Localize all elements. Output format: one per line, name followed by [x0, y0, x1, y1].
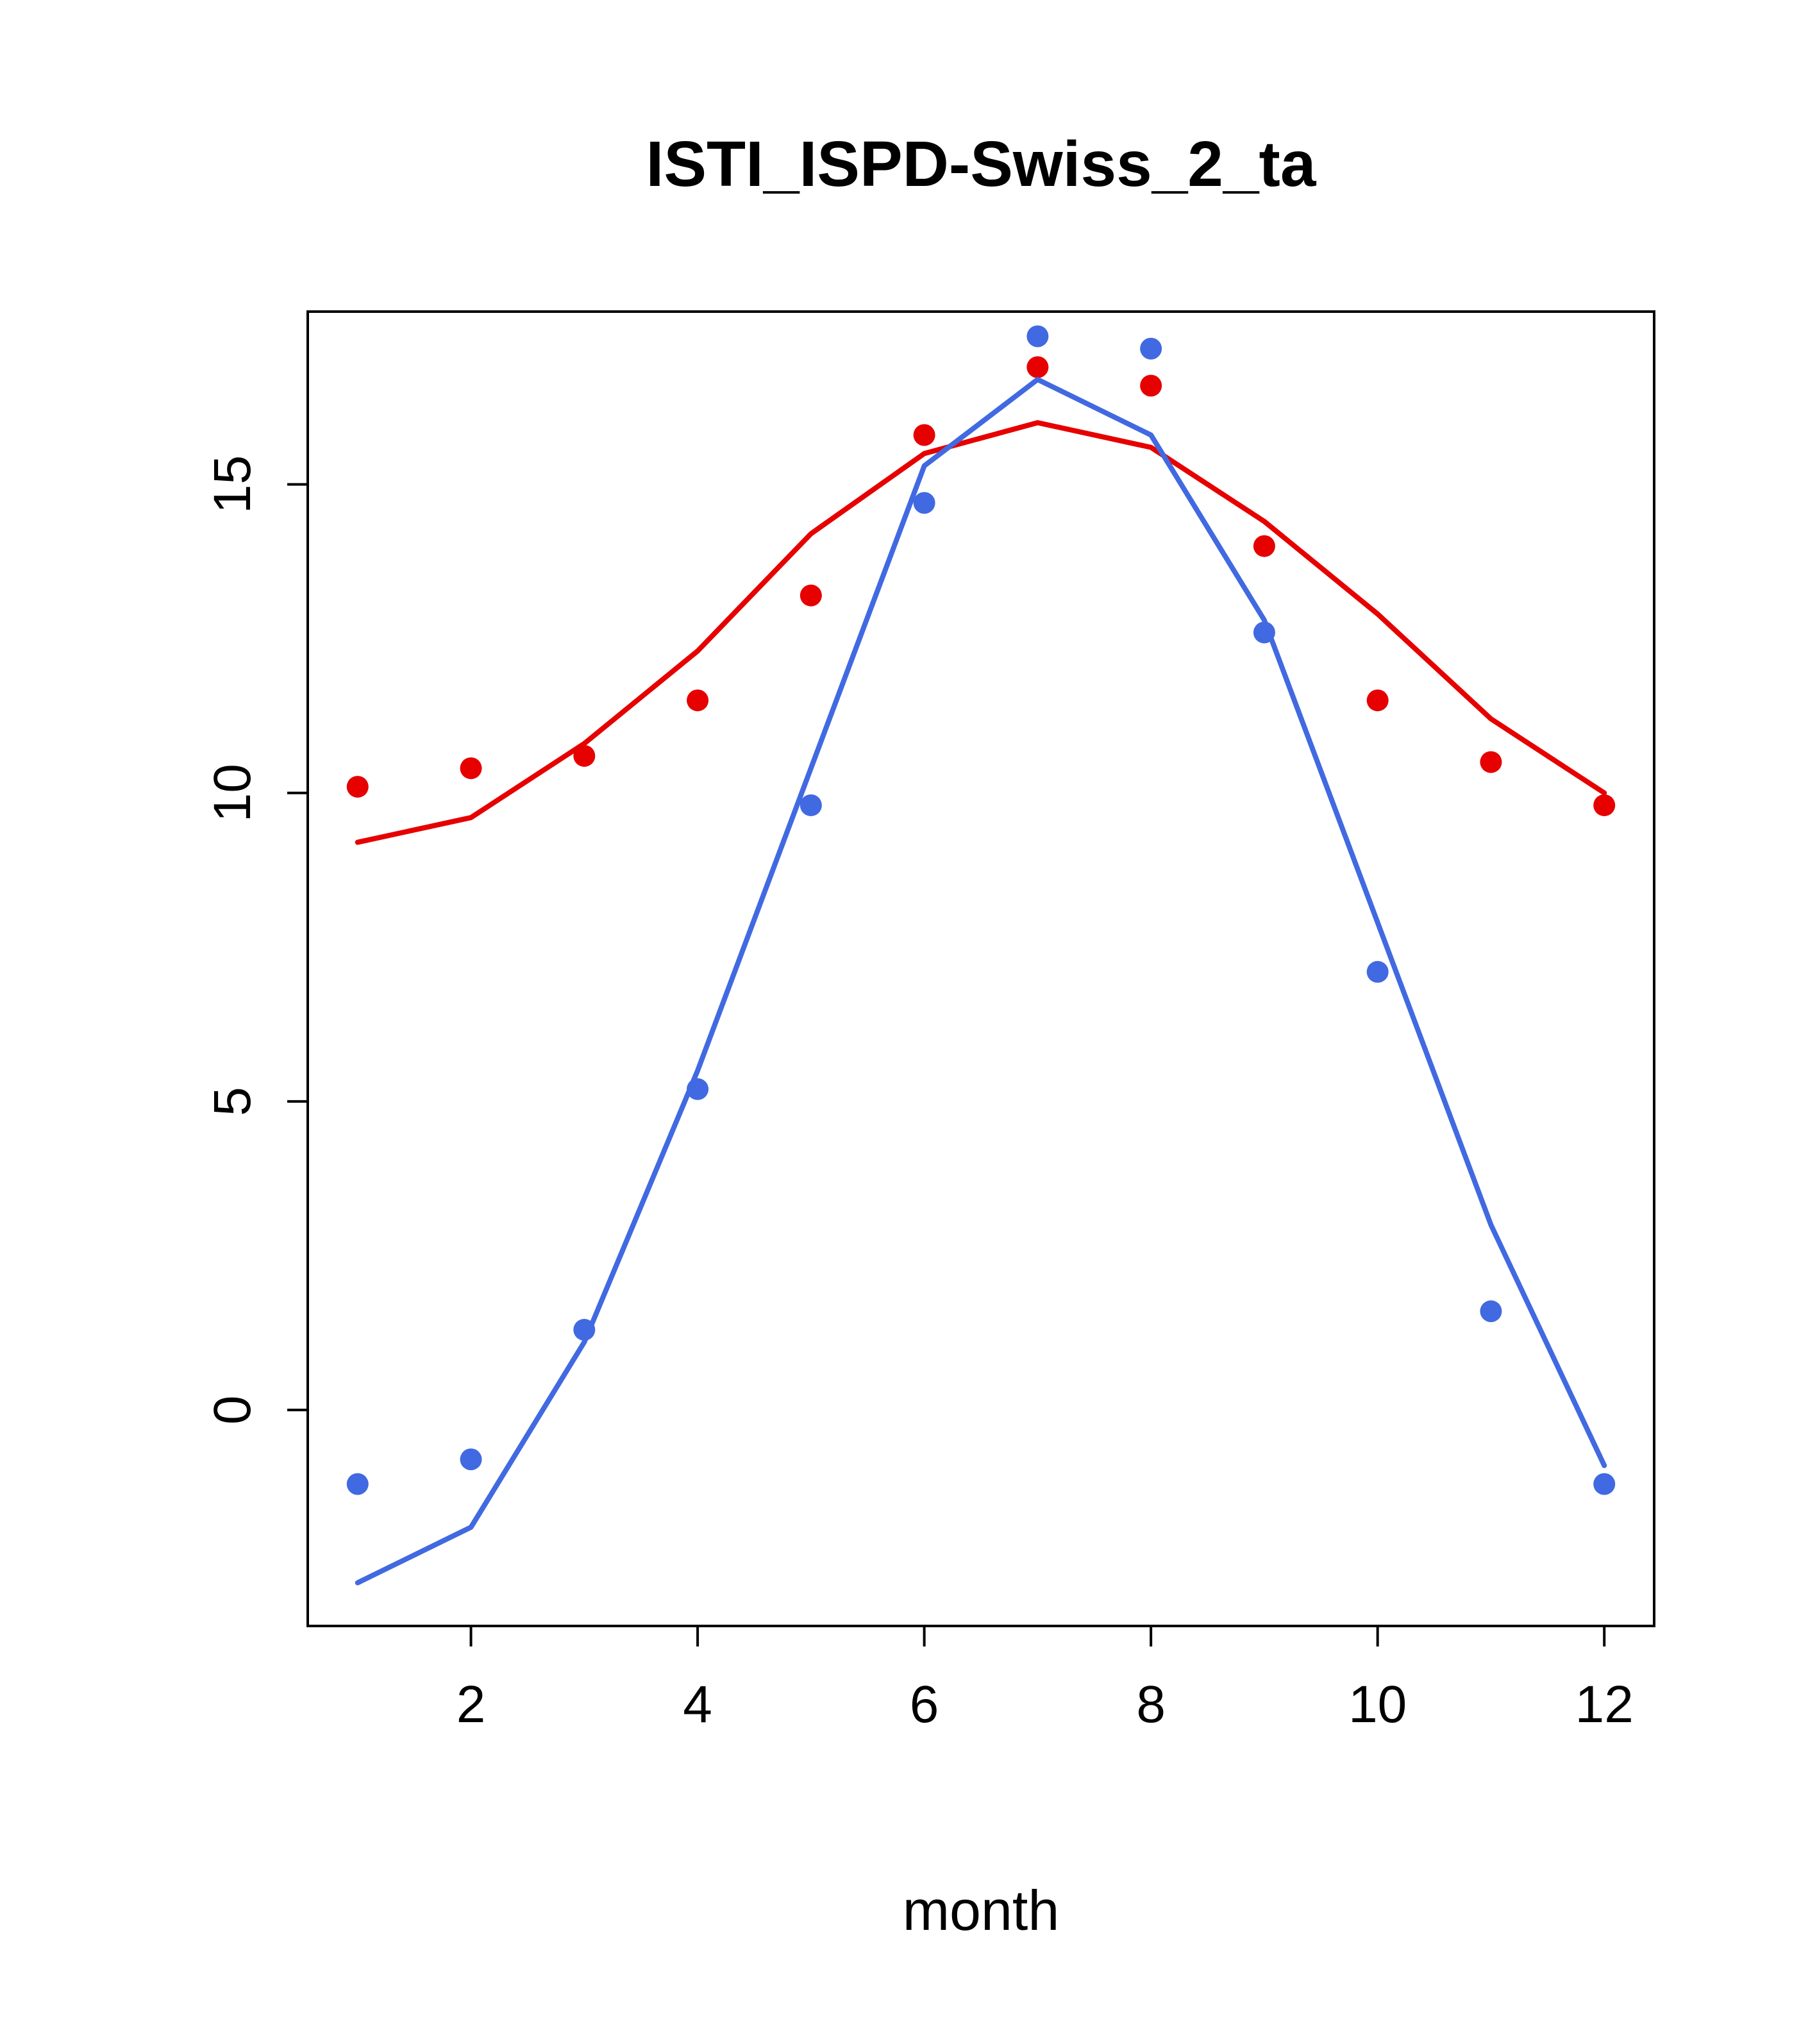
blue-observed-points-marker — [1593, 1473, 1616, 1495]
red-observed-points — [346, 356, 1616, 816]
red-observed-points-marker — [1140, 374, 1162, 397]
blue-observed-points-marker — [460, 1448, 482, 1471]
red-observed-points-marker — [1593, 794, 1616, 816]
red-observed-points-marker — [1480, 751, 1502, 773]
blue-observed-points-marker — [1253, 621, 1275, 644]
red-observed-points-marker — [1253, 535, 1275, 557]
blue-observed-points-marker — [1480, 1300, 1502, 1323]
y-tick-label: 10 — [203, 764, 262, 822]
blue-observed-points-marker — [800, 794, 822, 816]
blue-observed-points-marker — [687, 1078, 709, 1100]
plot-box — [306, 310, 1655, 1627]
x-axis-ticks — [469, 1626, 1606, 1646]
x-axis-tick-labels: 2 4 6 8 10 12 — [456, 1675, 1634, 1734]
series-layer — [346, 325, 1616, 1586]
blue-observed-points-marker — [346, 1473, 369, 1495]
x-axis-title: month — [903, 1879, 1060, 1942]
y-tick-label: 5 — [203, 1087, 262, 1116]
x-tick-label: 2 — [456, 1675, 486, 1734]
blue-observed-points-marker — [573, 1319, 596, 1341]
red-observed-points-marker — [460, 757, 482, 780]
red-observed-points-marker — [1026, 356, 1049, 378]
x-tick-label: 6 — [910, 1675, 939, 1734]
blue-observed-points-marker — [913, 492, 935, 514]
x-tick-label: 4 — [683, 1675, 712, 1734]
y-tick-label: 0 — [203, 1395, 262, 1425]
x-tick-label: 8 — [1136, 1675, 1166, 1734]
red-climatology-line — [355, 420, 1607, 845]
y-axis-tick-labels: 0 5 10 15 — [203, 455, 262, 1425]
red-observed-points-marker — [913, 424, 935, 446]
blue-observed-points-marker — [1026, 325, 1049, 348]
red-observed-points-marker — [800, 584, 822, 607]
blue-climatology-line — [355, 376, 1607, 1586]
x-tick-label: 12 — [1575, 1675, 1634, 1734]
red-observed-points-marker — [1366, 689, 1389, 712]
blue-observed-points-marker — [1140, 337, 1162, 360]
chart-title: ISTI_ISPD-Swiss_2_ta — [646, 128, 1317, 200]
red-observed-points-marker — [346, 776, 369, 798]
red-observed-points-marker — [573, 744, 596, 767]
blue-observed-points-marker — [1366, 960, 1389, 983]
blue-observed-points — [346, 325, 1616, 1495]
red-observed-points-marker — [687, 689, 709, 712]
y-tick-label: 15 — [203, 455, 262, 514]
y-axis-ticks — [287, 483, 308, 1412]
x-tick-label: 10 — [1348, 1675, 1407, 1734]
